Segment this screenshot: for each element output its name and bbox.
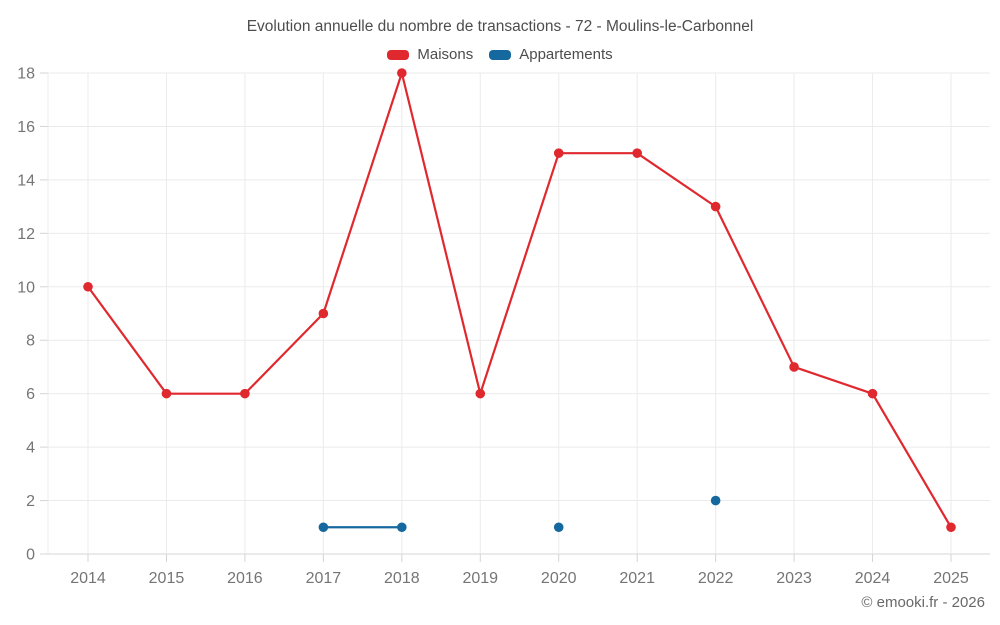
data-point-maisons-2014[interactable] [83,281,93,292]
y-axis-label: 10 [17,279,35,296]
x-axis-label: 2025 [933,570,969,587]
series-line-maisons [87,71,952,528]
data-point-maisons-2019[interactable] [475,388,486,399]
data-point-maisons-2020[interactable] [553,148,564,158]
x-axis-label: 2016 [227,570,263,587]
legend-swatch-appartements-icon [489,49,512,60]
chart-legend: Maisons Appartements [0,46,1000,63]
legend-label-appartements: Appartements [519,46,613,63]
data-point-maisons-2021[interactable] [632,148,642,158]
y-axis-label: 12 [17,226,35,243]
data-point-maisons-2025[interactable] [946,522,956,533]
data-point-maisons-2015[interactable] [161,388,172,399]
x-axis-label: 2014 [70,570,106,587]
chart-title: Evolution annuelle du nombre de transact… [246,18,754,35]
copyright-footer: © emooki.fr - 2026 [861,594,985,611]
y-axis-label: 0 [26,547,35,564]
data-point-appartements-2022[interactable] [710,495,721,506]
legend-item-appartements[interactable]: Appartements [489,46,613,63]
x-axis-label: 2020 [541,570,577,587]
data-point-appartements-2018[interactable] [397,522,407,533]
x-axis-label: 2023 [776,570,812,587]
data-point-appartements-2020[interactable] [553,522,564,533]
data-point-maisons-2023[interactable] [789,362,799,372]
data-point-maisons-2018[interactable] [397,68,407,78]
y-axis-label: 4 [26,440,35,457]
data-point-appartements-2017[interactable] [318,522,329,533]
data-point-maisons-2022[interactable] [710,201,721,212]
x-axis-label: 2022 [698,570,734,587]
legend-swatch-maisons-icon [387,49,410,60]
y-axis-label: 8 [26,333,35,350]
legend-item-maisons[interactable]: Maisons [387,46,473,63]
x-axis-label: 2021 [619,570,655,587]
y-axis-label: 6 [26,386,35,403]
legend-label-maisons: Maisons [417,46,474,63]
y-axis-label: 16 [17,119,35,136]
y-axis-label: 2 [26,493,35,510]
data-point-maisons-2016[interactable] [240,388,250,399]
x-axis-label: 2024 [855,570,891,587]
x-axis-label: 2017 [306,570,342,587]
x-axis-label: 2018 [384,570,420,587]
data-point-maisons-2024[interactable] [867,388,878,399]
x-axis-label: 2019 [462,570,498,587]
y-axis-label: 18 [17,66,35,83]
data-point-maisons-2017[interactable] [318,308,329,319]
y-axis-label: 14 [17,172,35,189]
x-axis-label: 2015 [149,570,185,587]
